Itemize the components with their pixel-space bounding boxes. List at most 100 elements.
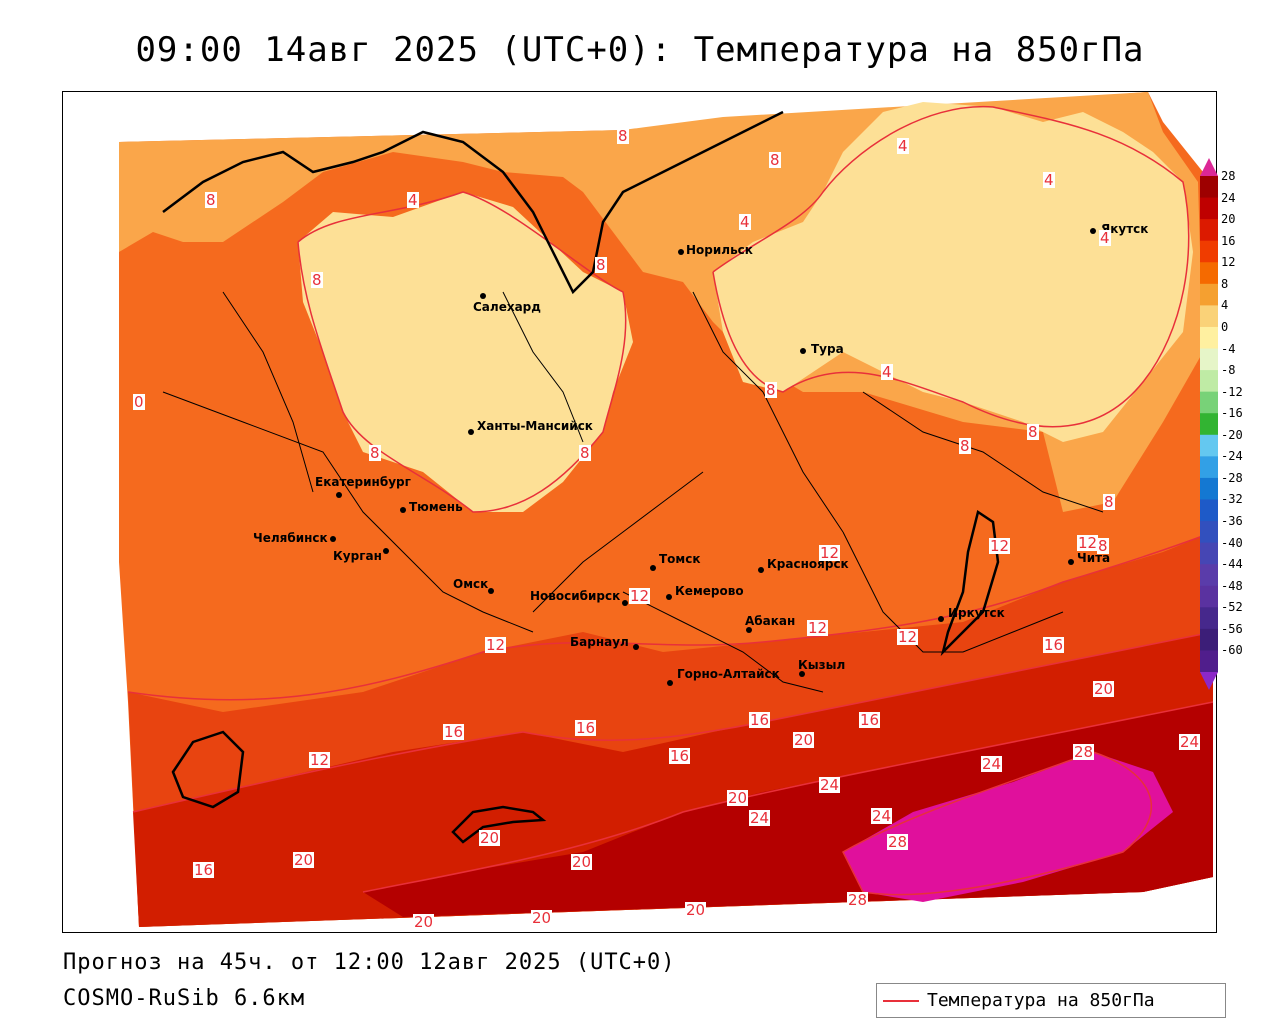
city-label: Курган <box>333 549 382 563</box>
colorbar-swatch <box>1200 348 1218 371</box>
region-border <box>622 591 824 693</box>
isotherm-label: 24 <box>871 807 893 825</box>
city-marker <box>650 565 656 571</box>
city-label: Ханты-Мансийск <box>477 419 593 433</box>
isotherm-label: 8 <box>595 256 607 274</box>
isotherm-line <box>712 105 1190 428</box>
isotherm-label: 8 <box>205 191 217 209</box>
isotherm-label: 12 <box>807 619 829 637</box>
city-label: Чита <box>1077 551 1111 565</box>
colorbar-swatch <box>1200 650 1218 673</box>
isotherm-label: 28 <box>887 833 909 851</box>
city-label: Томск <box>659 552 701 566</box>
isotherm-label: 8 <box>1097 537 1109 555</box>
city-marker <box>667 680 673 686</box>
colorbar-swatch <box>1200 283 1218 306</box>
city-label: Салехард <box>473 300 541 314</box>
isotherm-label: 4 <box>1099 229 1111 247</box>
isotherm-label: 8 <box>1103 493 1115 511</box>
isotherm-label: 24 <box>1179 733 1201 751</box>
band-4-8-east <box>713 102 1193 442</box>
isotherm-label: 24 <box>819 776 841 794</box>
isotherm-label: 12 <box>1077 534 1099 552</box>
city-marker <box>400 507 406 513</box>
isotherm-label: 4 <box>1043 171 1055 189</box>
isotherm-label: 8 <box>617 127 629 145</box>
colorbar-tick-label: -20 <box>1221 427 1243 442</box>
isotherm-label: 20 <box>571 853 593 871</box>
city-label: Екатеринбург <box>315 475 411 489</box>
colorbar-tick-label: -8 <box>1221 363 1236 378</box>
isotherm-label: 16 <box>575 719 597 737</box>
colorbar-swatch <box>1200 413 1218 436</box>
colorbar-tick-label: -60 <box>1221 643 1243 658</box>
isotherm-label: 12 <box>819 544 841 562</box>
isotherm-label: 16 <box>193 861 215 879</box>
isotherm-label: 16 <box>859 711 881 729</box>
city-label: Новосибирск <box>530 589 621 603</box>
band-4-8-west <box>298 192 633 512</box>
isotherm-label: 16 <box>749 711 771 729</box>
isotherm-label: 8 <box>311 271 323 289</box>
isotherm-label: 8 <box>369 444 381 462</box>
isotherm-label: 8 <box>765 381 777 399</box>
colorbar-swatch <box>1200 585 1218 608</box>
colorbar-swatch <box>1200 197 1218 220</box>
isotherm-label: 0 <box>133 393 145 411</box>
isotherm-label: 12 <box>309 751 331 769</box>
colorbar <box>1200 158 1218 690</box>
colorbar-tick-label: 12 <box>1221 255 1236 270</box>
isotherm-label: 16 <box>1043 636 1065 654</box>
colorbar-tick-label: -48 <box>1221 578 1243 593</box>
colorbar-swatch <box>1200 477 1218 500</box>
isotherm-label: 12 <box>485 636 507 654</box>
city-marker <box>678 249 684 255</box>
colorbar-tick-label: -52 <box>1221 600 1243 615</box>
colorbar-top-arrow <box>1200 158 1218 176</box>
legend-line-swatch <box>883 999 919 1002</box>
city-label: Норильск <box>686 243 753 257</box>
colorbar-swatch <box>1200 434 1218 457</box>
colorbar-tick-label: -32 <box>1221 492 1243 507</box>
isotherm-line <box>132 631 1214 813</box>
city-marker <box>800 348 806 354</box>
isotherm-label: 20 <box>479 829 501 847</box>
city-marker <box>480 293 486 299</box>
city-marker <box>666 594 672 600</box>
city-label: Тюмень <box>409 500 463 514</box>
isotherm-label: 28 <box>1073 743 1095 761</box>
city-marker <box>622 600 628 606</box>
isotherm-label: 20 <box>685 901 707 919</box>
colorbar-tick-label: -36 <box>1221 514 1243 529</box>
colorbar-tick-label: -16 <box>1221 406 1243 421</box>
colorbar-bottom-arrow <box>1200 672 1218 690</box>
city-label: Якутск <box>1101 222 1149 236</box>
region-border <box>222 291 314 493</box>
colorbar-tick-label: 8 <box>1221 276 1229 291</box>
isotherm-label: 20 <box>1093 680 1115 698</box>
isotherm-label: 12 <box>897 628 919 646</box>
region-border <box>692 291 844 533</box>
city-marker <box>799 671 805 677</box>
colorbar-swatch <box>1200 542 1218 565</box>
isotherm-label: 16 <box>669 747 691 765</box>
colorbar-swatch <box>1200 240 1218 263</box>
city-label: Кызыл <box>798 658 846 672</box>
isotherm-label: 4 <box>881 363 893 381</box>
isotherm-label: 24 <box>981 755 1003 773</box>
isotherm-label: 8 <box>959 437 971 455</box>
isotherm-label: 20 <box>531 909 553 927</box>
isotherm-label: 4 <box>897 137 909 155</box>
colorbar-swatch <box>1200 391 1218 414</box>
colorbar-swatch <box>1200 628 1218 651</box>
map-title: 09:00 14авг 2025 (UTC+0): Температура на… <box>135 30 1145 70</box>
lake-baikal <box>940 509 1000 657</box>
region-border <box>162 391 534 633</box>
isotherm-label: 16 <box>443 723 465 741</box>
forecast-info: Прогноз на 45ч. от 12:00 12авг 2025 (UTC… <box>63 950 676 975</box>
colorbar-swatch <box>1200 262 1218 285</box>
aral-sea <box>171 730 245 809</box>
isotherm-label: 20 <box>793 731 815 749</box>
city-marker <box>330 536 336 542</box>
city-marker <box>383 548 389 554</box>
